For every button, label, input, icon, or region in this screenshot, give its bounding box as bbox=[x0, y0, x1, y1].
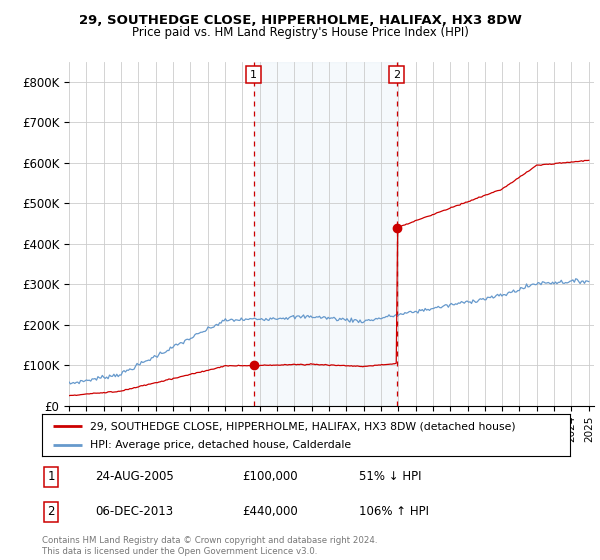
Text: 51% ↓ HPI: 51% ↓ HPI bbox=[359, 470, 421, 483]
Text: 2: 2 bbox=[47, 505, 55, 518]
Text: 106% ↑ HPI: 106% ↑ HPI bbox=[359, 505, 429, 518]
Text: 24-AUG-2005: 24-AUG-2005 bbox=[95, 470, 173, 483]
Text: HPI: Average price, detached house, Calderdale: HPI: Average price, detached house, Cald… bbox=[89, 440, 350, 450]
Text: £100,000: £100,000 bbox=[242, 470, 298, 483]
Bar bbox=[254, 62, 397, 406]
Text: 1: 1 bbox=[47, 470, 55, 483]
Text: 29, SOUTHEDGE CLOSE, HIPPERHOLME, HALIFAX, HX3 8DW: 29, SOUTHEDGE CLOSE, HIPPERHOLME, HALIFA… bbox=[79, 14, 521, 27]
Text: 2: 2 bbox=[393, 69, 400, 80]
Text: Contains HM Land Registry data © Crown copyright and database right 2024.
This d: Contains HM Land Registry data © Crown c… bbox=[42, 536, 377, 556]
Text: Price paid vs. HM Land Registry's House Price Index (HPI): Price paid vs. HM Land Registry's House … bbox=[131, 26, 469, 39]
Text: 1: 1 bbox=[250, 69, 257, 80]
Text: 06-DEC-2013: 06-DEC-2013 bbox=[95, 505, 173, 518]
Text: 29, SOUTHEDGE CLOSE, HIPPERHOLME, HALIFAX, HX3 8DW (detached house): 29, SOUTHEDGE CLOSE, HIPPERHOLME, HALIFA… bbox=[89, 421, 515, 431]
Text: £440,000: £440,000 bbox=[242, 505, 298, 518]
